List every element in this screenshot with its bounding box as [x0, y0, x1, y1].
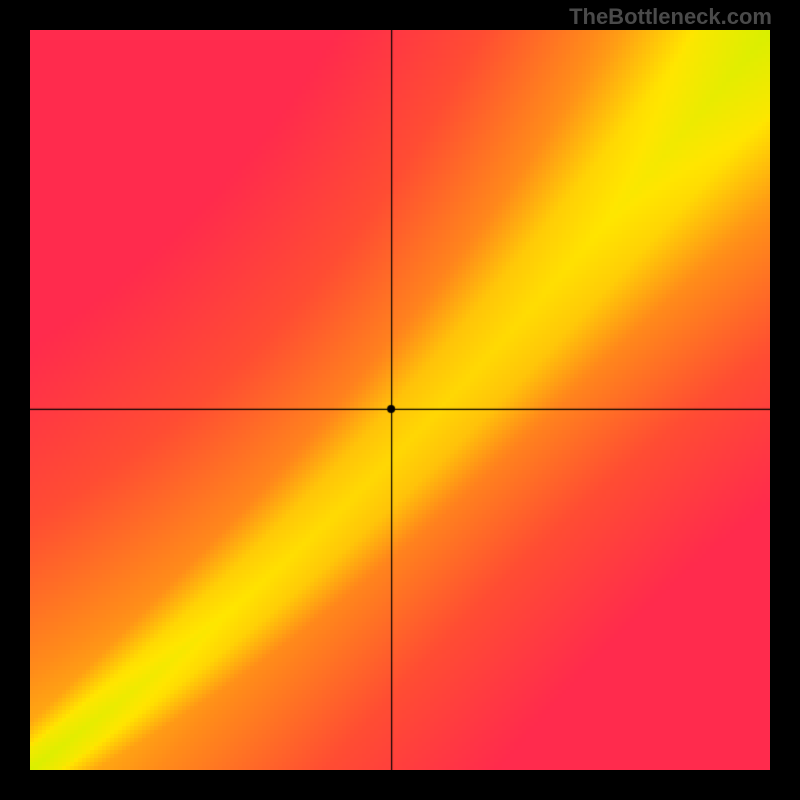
crosshair-overlay [30, 30, 770, 770]
watermark-text: TheBottleneck.com [569, 4, 772, 30]
chart-container: TheBottleneck.com [0, 0, 800, 800]
